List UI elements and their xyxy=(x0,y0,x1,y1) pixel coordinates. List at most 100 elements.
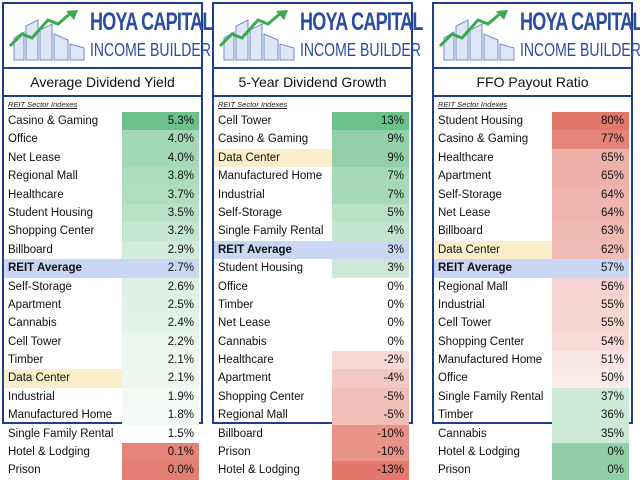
value-cell: -4% xyxy=(332,369,409,388)
table-row: Data Center 9% xyxy=(214,148,411,168)
building-logo-icon xyxy=(218,10,295,61)
table-row: Casino & Gaming 9% xyxy=(214,130,411,149)
sector-label: Student Housing xyxy=(8,206,94,219)
sector-label: Net Lease xyxy=(438,206,491,219)
sector-label: Regional Mall xyxy=(438,280,508,293)
table-row: Hotel & Lodging 0.1% xyxy=(4,443,201,462)
table-row: Healthcare 65% xyxy=(434,148,631,168)
hoya-logo: HOYA CAPITAL INCOME BUILDER xyxy=(4,4,213,66)
sector-label: REIT Average xyxy=(434,259,552,278)
table-row: Single Family Rental 1.5% xyxy=(4,424,201,444)
chart-title: 5-Year Dividend Growth xyxy=(214,67,411,97)
sector-label: Shopping Center xyxy=(438,335,525,348)
panel-ffo-payout: HOYA CAPITAL INCOME BUILDER FFO Payout R… xyxy=(432,2,640,480)
sector-label: Healthcare xyxy=(218,354,274,367)
value-cell: 63% xyxy=(552,222,629,241)
table-row: Timber 0% xyxy=(214,295,411,315)
value-cell: 0% xyxy=(332,314,409,333)
table-rows: Casino & Gaming 5.3% Office 4.0% Net Lease 4.… xyxy=(4,112,201,480)
value-cell: 3.7% xyxy=(122,185,199,204)
sector-label: Self-Storage xyxy=(8,280,72,293)
table-rows: Cell Tower 13% Casino & Gaming 9% Data Cente… xyxy=(214,112,411,480)
value-cell: 3.5% xyxy=(122,203,199,223)
sector-label: Prison xyxy=(8,464,41,477)
table-rows: Student Housing 80% Casino & Gaming 77% Heal… xyxy=(434,112,631,480)
sector-label: Cannabis xyxy=(8,317,57,330)
sector-label: Office xyxy=(438,372,468,385)
table-row: REIT Average 57% xyxy=(434,259,631,278)
table-row: Regional Mall 3.8% xyxy=(4,167,201,186)
sector-label: Net Lease xyxy=(218,317,271,330)
sector-label: Regional Mall xyxy=(8,170,78,183)
sector-label: Timber xyxy=(218,298,254,311)
table-row: Office 0% xyxy=(214,277,411,296)
panel-dividend-yield: HOYA CAPITAL INCOME BUILDER Average Divi… xyxy=(2,2,213,480)
value-cell: 64% xyxy=(552,203,629,223)
table-row: Cannabis 35% xyxy=(434,424,631,444)
table-row: Data Center 2.1% xyxy=(4,369,201,388)
sector-label: Student Housing xyxy=(218,262,304,275)
sector-label: Hotel & Lodging xyxy=(8,446,90,459)
building-logo-icon xyxy=(438,10,515,61)
sector-label: Shopping Center xyxy=(8,225,95,238)
sector-label: Single Family Rental xyxy=(8,427,114,440)
table-row: Office 4.0% xyxy=(4,130,201,149)
value-cell: -13% xyxy=(332,461,409,480)
table-row: Manufactured Home 1.8% xyxy=(4,406,201,425)
value-cell: 0% xyxy=(552,443,629,462)
value-cell: 0% xyxy=(332,295,409,315)
table-row: Hotel & Lodging 0% xyxy=(434,443,631,462)
sector-label: Casino & Gaming xyxy=(438,133,529,146)
table-row: Self-Storage 64% xyxy=(434,185,631,204)
value-cell: 65% xyxy=(552,167,629,186)
value-cell: 57% xyxy=(552,259,629,278)
value-cell: 3.8% xyxy=(122,167,199,186)
value-cell: 2.2% xyxy=(122,332,199,352)
value-cell: -2% xyxy=(332,351,409,370)
brand-line2: INCOME BUILDER xyxy=(520,40,640,60)
sector-label: Timber xyxy=(438,409,474,422)
sector-label: Cell Tower xyxy=(8,335,62,348)
sector-label: Manufactured Home xyxy=(8,409,113,422)
table-row: Timber 36% xyxy=(434,406,631,425)
value-cell: 0.0% xyxy=(122,461,199,480)
table-row: Apartment -4% xyxy=(214,369,411,388)
sector-label: Casino & Gaming xyxy=(218,133,309,146)
table-row: Prison 0.0% xyxy=(4,461,201,480)
value-cell: 2.9% xyxy=(122,240,199,260)
sector-label: Self-Storage xyxy=(218,206,282,219)
value-cell: 64% xyxy=(552,185,629,204)
value-cell: 9% xyxy=(332,130,409,149)
sector-label: Cell Tower xyxy=(218,115,272,127)
value-cell: 4.0% xyxy=(122,148,199,168)
table-row: Data Center 62% xyxy=(434,240,631,260)
sector-label: Casino & Gaming xyxy=(8,115,99,127)
sector-label: Industrial xyxy=(438,298,485,311)
value-cell: 0% xyxy=(332,332,409,352)
sector-label: Billboard xyxy=(218,427,263,440)
sector-label: Apartment xyxy=(218,372,272,385)
table-row: Casino & Gaming 77% xyxy=(434,130,631,149)
value-cell: 3.2% xyxy=(122,222,199,241)
value-cell: 2.1% xyxy=(122,369,199,388)
value-cell: 2.5% xyxy=(122,295,199,315)
value-cell: 54% xyxy=(552,332,629,352)
table-row: Apartment 2.5% xyxy=(4,295,201,315)
table-row: Single Family Rental 37% xyxy=(434,387,631,407)
table-row: Self-Storage 5% xyxy=(214,203,411,223)
sector-label: Industrial xyxy=(218,188,265,201)
sector-header: REIT Sector Indexes xyxy=(218,100,288,109)
hoya-logo: HOYA CAPITAL INCOME BUILDER xyxy=(434,4,640,66)
table-row: Regional Mall -5% xyxy=(214,406,411,425)
value-cell: 2.6% xyxy=(122,277,199,296)
table-row: Student Housing 80% xyxy=(434,112,631,131)
sector-label: Manufactured Home xyxy=(438,354,543,367)
chart-title: Average Dividend Yield xyxy=(4,67,201,97)
sector-label: Hotel & Lodging xyxy=(438,446,520,459)
value-cell: 0% xyxy=(552,461,629,480)
value-cell: 65% xyxy=(552,148,629,168)
sector-label: Apartment xyxy=(8,298,62,311)
value-cell: 1.9% xyxy=(122,387,199,407)
value-cell: 35% xyxy=(552,424,629,444)
brand-line1: HOYA CAPITAL xyxy=(520,8,640,36)
